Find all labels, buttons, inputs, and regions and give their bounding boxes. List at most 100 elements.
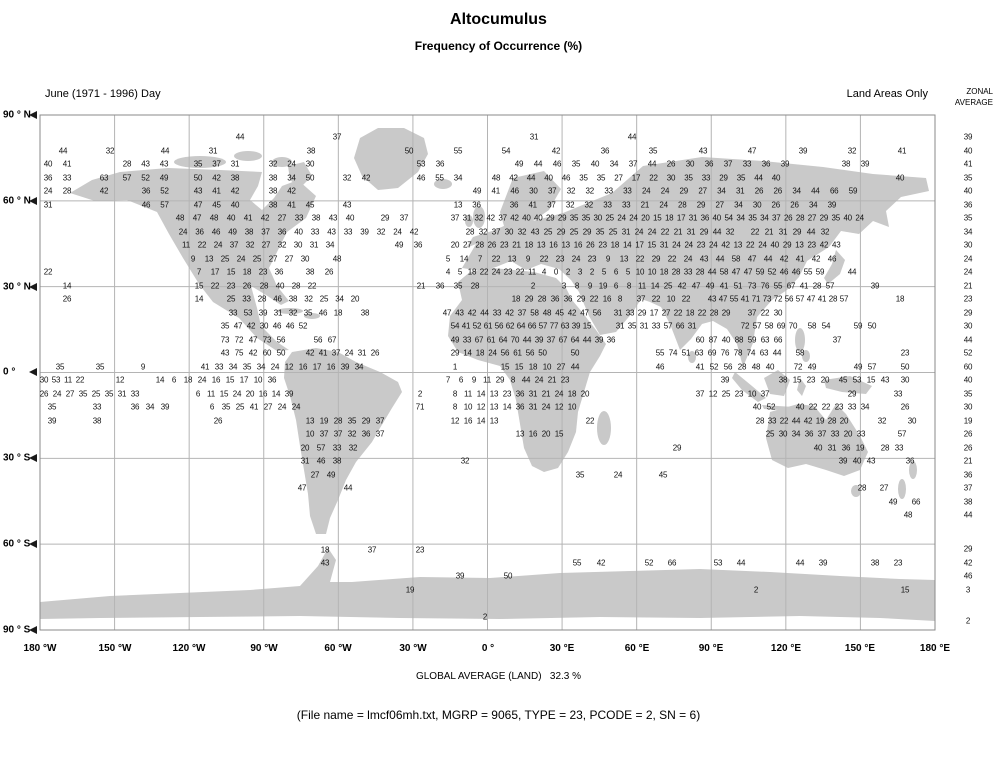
map-value: 46 <box>272 321 282 331</box>
map-value: 14 <box>622 240 632 250</box>
zonal-average-value: 39 <box>963 132 973 142</box>
map-value: 31 <box>43 200 53 210</box>
map-value: 13 <box>561 240 570 250</box>
map-value: 78 <box>733 348 743 358</box>
map-value: 47 <box>192 213 202 223</box>
map-value: 33 <box>621 200 631 210</box>
zonal-average-value: 35 <box>963 213 973 223</box>
map-value: 57 <box>825 281 835 291</box>
map-value: 37 <box>319 429 329 439</box>
map-value: 34 <box>325 240 335 250</box>
map-value: 24 <box>684 240 693 250</box>
map-value: 36 <box>141 186 151 196</box>
lat-tick-arrow-icon <box>29 197 37 205</box>
map-value: 16 <box>573 240 583 250</box>
map-value: 4 <box>445 267 451 277</box>
map-value: 32 <box>376 227 386 237</box>
map-value: 13 <box>489 402 499 412</box>
map-value: 53 <box>243 308 253 318</box>
map-value: 58 <box>731 254 741 264</box>
map-value: 24 <box>488 348 497 358</box>
map-value: 44 <box>343 483 353 493</box>
map-value: 22 <box>750 227 760 237</box>
map-value: 49 <box>326 470 336 480</box>
map-value: 42 <box>230 186 240 196</box>
map-value: 12 <box>476 402 486 412</box>
map-value: 28 <box>122 159 132 169</box>
map-value: 43 <box>455 308 464 318</box>
map-value: 38 <box>268 200 278 210</box>
map-value: 33 <box>767 416 777 426</box>
map-value: 17 <box>649 308 659 318</box>
map-value: 28 <box>678 200 687 210</box>
map-value: 28 <box>259 281 269 291</box>
map-value: 48 <box>903 510 913 520</box>
map-value: 57 <box>867 362 877 372</box>
map-value: 20 <box>820 375 830 385</box>
zonal-average-value: 26 <box>963 443 973 453</box>
map-value: 58 <box>764 321 774 331</box>
map-value: 22 <box>808 402 818 412</box>
map-value: 31 <box>688 213 698 223</box>
map-value: 32 <box>877 416 887 426</box>
map-value: 66 <box>667 558 677 568</box>
map-value: 44 <box>736 558 746 568</box>
map-value: 23 <box>555 254 565 264</box>
map-value: 32 <box>245 240 255 250</box>
map-value: 12 <box>115 375 125 385</box>
map-value: 44 <box>772 348 782 358</box>
map-value: 55 <box>453 146 463 156</box>
map-value: 30 <box>293 240 303 250</box>
map-value: 59 <box>848 186 858 196</box>
lon-axis-label: 90 °W <box>250 643 278 654</box>
map-value: 42 <box>99 186 109 196</box>
map-value: 48 <box>175 213 185 223</box>
map-value: 35 <box>571 159 581 169</box>
map-value: 8 <box>626 281 632 291</box>
zonal-average-value: 40 <box>963 186 973 196</box>
map-value: 33 <box>214 362 224 372</box>
map-value: 37 <box>450 213 460 223</box>
map-value: 19 <box>855 443 865 453</box>
map-value: 11 <box>464 389 472 399</box>
map-value: 41 <box>817 294 827 304</box>
map-value: 31 <box>659 240 669 250</box>
map-value: 44 <box>712 227 722 237</box>
map-value: 24 <box>629 213 638 223</box>
map-value: 29 <box>651 254 661 264</box>
map-value: 27 <box>807 213 817 223</box>
map-value: 40 <box>843 213 852 223</box>
map-value: 10 <box>253 375 263 385</box>
map-value: 25 <box>765 429 775 439</box>
map-value: 36 <box>550 294 560 304</box>
zonal-average-value: 23 <box>963 294 973 304</box>
map-value: 7 <box>477 254 483 264</box>
map-value: 43 <box>220 348 230 358</box>
map-value: 24 <box>197 375 207 385</box>
map-value: 43 <box>699 254 709 264</box>
map-value: 24 <box>634 227 644 237</box>
map-value: 12 <box>284 362 294 372</box>
map-value: 34 <box>256 362 266 372</box>
map-value: 22 <box>760 308 770 318</box>
map-value: 10 <box>635 267 645 277</box>
map-value: 13 <box>453 200 463 210</box>
map-value: 32 <box>347 429 357 439</box>
lon-axis-label: 30 °E <box>549 643 575 654</box>
map-value: 31 <box>529 132 539 142</box>
map-value: 53 <box>852 375 862 385</box>
map-value: 13 <box>204 254 214 264</box>
map-value: 23 <box>834 402 844 412</box>
map-value: 46 <box>285 321 295 331</box>
map-value: 18 <box>524 240 534 250</box>
map-value: 15 <box>866 375 876 385</box>
map-value: 66 <box>675 321 685 331</box>
map-value: 36 <box>195 227 204 237</box>
map-value: 15 <box>226 267 236 277</box>
map-value: 31 <box>357 348 367 358</box>
map-value: 27 <box>614 173 623 183</box>
map-value: 36 <box>563 294 573 304</box>
map-value: 55 <box>435 173 444 183</box>
map-value: 63 <box>99 173 109 183</box>
